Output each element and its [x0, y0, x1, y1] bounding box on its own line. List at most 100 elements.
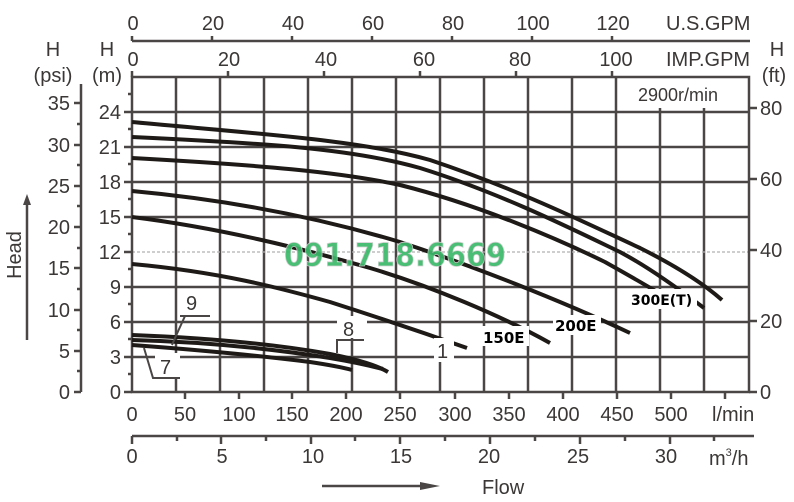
curve-label-7: 7 [160, 357, 171, 379]
curve-300e-low [131, 156, 677, 305]
psi-tick: 15 [48, 258, 70, 280]
m-tick-labels: 0 3 6 9 12 15 18 21 24 [99, 102, 121, 404]
m-axis-title: H [100, 39, 114, 61]
us-gpm-tick: 80 [442, 13, 464, 35]
psi-tick: 10 [48, 300, 70, 322]
lpm-tick: 400 [546, 404, 579, 426]
ft-axis-ticks [749, 106, 757, 394]
label-bg-200e [553, 315, 601, 335]
psi-axis-title: H [46, 39, 60, 61]
ft-tick: 80 [760, 98, 782, 120]
psi-tick: 30 [48, 135, 70, 157]
m-tick: 18 [99, 172, 121, 194]
m-tick: 6 [110, 312, 121, 334]
imp-gpm-tick: 40 [315, 49, 337, 71]
m-axis-ticks [124, 92, 132, 394]
curve-1 [131, 262, 468, 350]
m3h-axis [130, 434, 754, 444]
m3h-tick: 5 [216, 446, 227, 468]
m-tick: 24 [99, 102, 121, 124]
curve-8 [131, 338, 384, 371]
imp-gpm-tick: 20 [218, 49, 240, 71]
m-tick: 21 [99, 137, 121, 159]
leader-lines [143, 315, 364, 379]
us-gpm-tick: 100 [516, 13, 549, 35]
m3h-unit-label: m3/h [709, 447, 748, 470]
lpm-tick: 200 [329, 404, 362, 426]
psi-axis [74, 84, 83, 394]
lpm-tick: 350 [492, 404, 525, 426]
lpm-tick: 100 [222, 404, 255, 426]
label-bg-300e [629, 289, 697, 309]
imp-gpm-tick: 60 [413, 49, 435, 71]
curve-label-150e: 150E [483, 329, 525, 347]
curve-label-200e: 200E [555, 317, 597, 335]
curve-300e-high [131, 120, 724, 302]
ft-tick-labels: 0 20 40 60 80 [760, 98, 782, 404]
psi-tick: 25 [48, 176, 70, 198]
m3h-tick: 25 [567, 446, 589, 468]
us-gpm-tick: 0 [127, 13, 138, 35]
lpm-tick: 500 [654, 404, 687, 426]
psi-tick-labels: 0 5 10 15 20 25 30 35 [48, 93, 70, 404]
ft-tick: 20 [760, 311, 782, 333]
lpm-tick: 300 [438, 404, 471, 426]
speed-label-bg [630, 80, 745, 106]
psi-tick: 35 [48, 93, 70, 115]
label-bg-9 [180, 290, 210, 314]
lpm-tick: 250 [383, 404, 416, 426]
speed-label: 2900r/min [638, 85, 718, 105]
psi-tick: 0 [59, 382, 70, 404]
us-gpm-tick-labels: 0 20 40 60 80 100 120 [127, 13, 629, 35]
performance-curves [131, 120, 724, 374]
us-gpm-axis [130, 36, 750, 43]
label-bg-8 [337, 316, 367, 338]
ft-tick: 40 [760, 240, 782, 262]
us-gpm-tick: 40 [282, 13, 304, 35]
m3h-tick-labels: 0 5 10 15 20 25 30 [126, 446, 677, 468]
ft-tick: 60 [760, 169, 782, 191]
us-gpm-unit-label: U.S.GPM [666, 13, 750, 35]
curve-200e [131, 189, 631, 335]
label-bg-1 [434, 338, 454, 362]
lpm-tick: 450 [600, 404, 633, 426]
ft-axis-title: H [770, 39, 784, 61]
curve-300e-mid [131, 135, 706, 310]
curve-label-8: 8 [343, 319, 354, 341]
ft-tick: 0 [760, 382, 771, 404]
label-bg-7 [155, 353, 180, 377]
psi-axis-unit: (psi) [34, 65, 73, 87]
curve-label-1: 1 [437, 341, 448, 363]
flow-axis-label: Flow [482, 477, 525, 499]
m-tick: 15 [99, 207, 121, 229]
imp-gpm-tick: 100 [599, 49, 632, 71]
m-tick: 12 [99, 242, 121, 264]
lpm-tick: 50 [174, 404, 196, 426]
head-arrow-icon [23, 194, 31, 340]
m-tick: 9 [110, 277, 121, 299]
curve-label-9: 9 [186, 293, 197, 315]
imp-gpm-tick: 0 [127, 49, 138, 71]
us-gpm-tick: 60 [362, 13, 384, 35]
m3h-tick: 20 [478, 446, 500, 468]
lpm-tick-labels: 0 50 100 150 200 250 300 350 400 450 500 [126, 404, 687, 426]
ft-axis-unit: (ft) [762, 65, 786, 87]
head-axis-label: Head [4, 231, 26, 279]
imp-gpm-tick-labels: 0 20 40 60 80 100 [127, 49, 632, 71]
curve-150e [131, 215, 551, 345]
phone-watermark: 091.718.6669 [284, 236, 506, 274]
flow-arrow-icon [322, 482, 440, 490]
label-bg-150e [481, 326, 529, 346]
lpm-tick: 0 [126, 404, 137, 426]
m-axis-unit: (m) [92, 65, 122, 87]
bottom-frame-ticks [183, 392, 727, 399]
imp-gpm-unit-label: IMP.GPM [666, 49, 750, 71]
m3h-tick: 10 [302, 446, 324, 468]
m3h-tick: 15 [390, 446, 412, 468]
m-tick: 3 [110, 347, 121, 369]
curve-7 [131, 343, 353, 372]
us-gpm-tick: 120 [596, 13, 629, 35]
m3h-tick: 0 [126, 446, 137, 468]
psi-tick: 5 [59, 341, 70, 363]
